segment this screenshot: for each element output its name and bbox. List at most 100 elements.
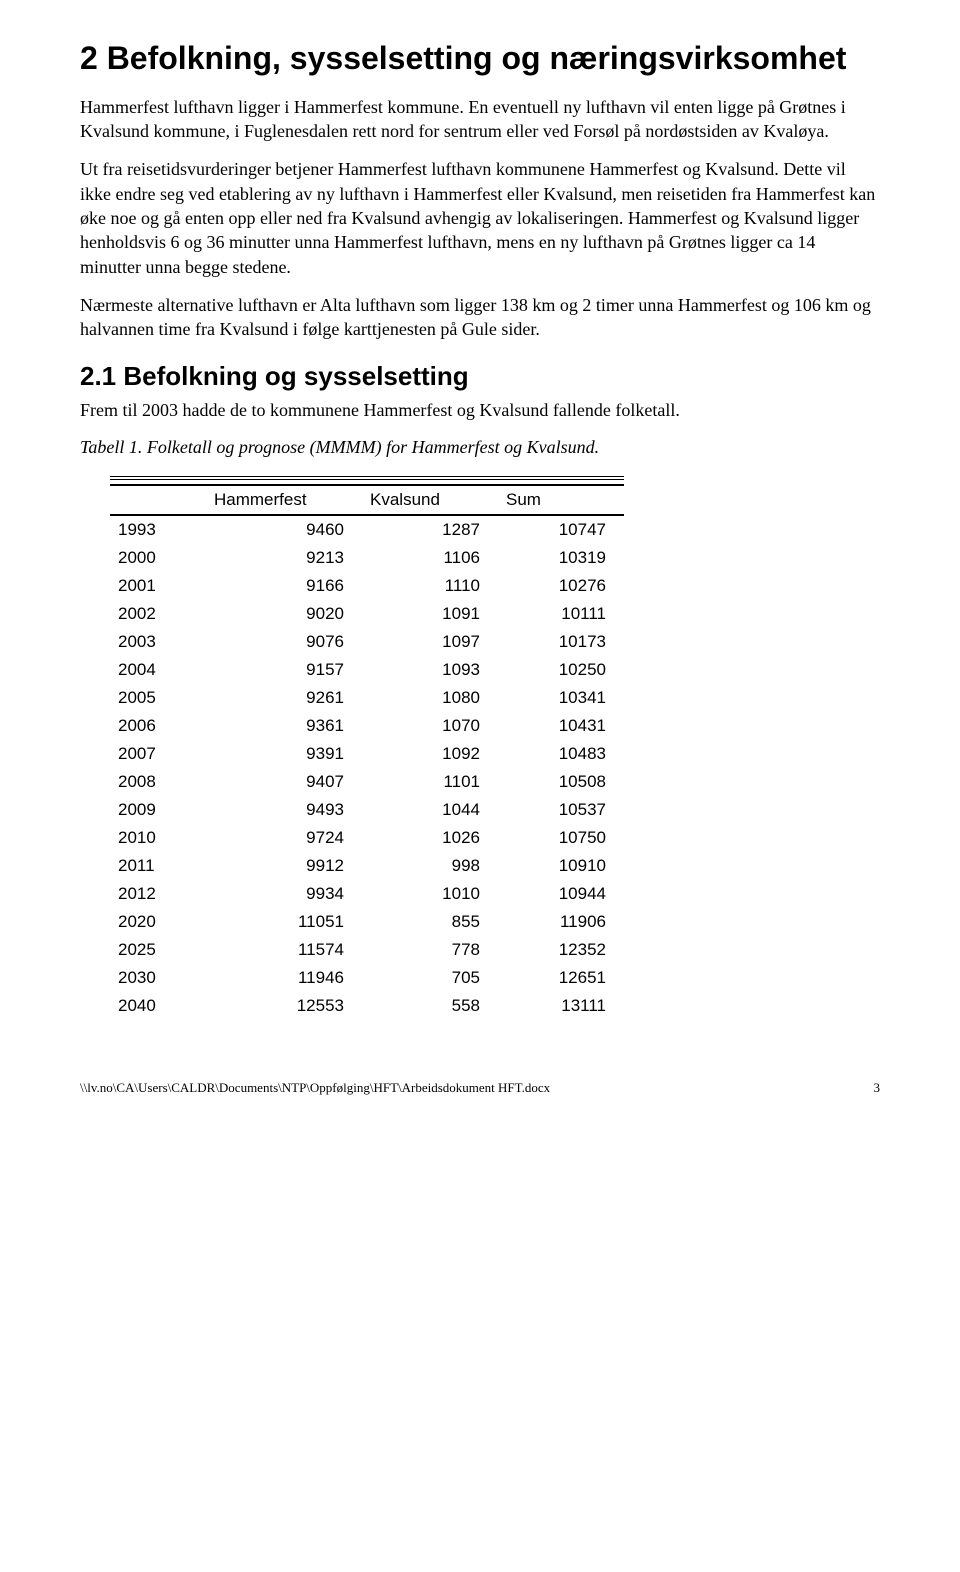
table-cell: 2004 <box>110 656 206 684</box>
table-cell: 10431 <box>498 712 624 740</box>
table-cell: 2007 <box>110 740 206 768</box>
table-cell: 9261 <box>206 684 362 712</box>
paragraph-3: Nærmeste alternative lufthavn er Alta lu… <box>80 293 880 342</box>
table-cell: 9407 <box>206 768 362 796</box>
table-cell: 10173 <box>498 628 624 656</box>
paragraph-2: Ut fra reisetidsvurderinger betjener Ham… <box>80 157 880 278</box>
table-cell: 2005 <box>110 684 206 712</box>
paragraph-1: Hammerfest lufthavn ligger i Hammerfest … <box>80 95 880 144</box>
page-footer: \\lv.no\CA\Users\CALDR\Documents\NTP\Opp… <box>80 1080 880 1096</box>
table-row: 20019166111010276 <box>110 572 624 600</box>
table-cell: 1993 <box>110 515 206 544</box>
table-cell: 998 <box>362 852 498 880</box>
table-cell: 9460 <box>206 515 362 544</box>
table-header-kvalsund: Kvalsund <box>362 485 498 515</box>
table-cell: 11574 <box>206 936 362 964</box>
table-cell: 1097 <box>362 628 498 656</box>
table-cell: 558 <box>362 992 498 1020</box>
table-cell: 2001 <box>110 572 206 600</box>
table-cell: 12651 <box>498 964 624 992</box>
table-cell: 2040 <box>110 992 206 1020</box>
table-cell: 10508 <box>498 768 624 796</box>
table-cell: 10341 <box>498 684 624 712</box>
table-row: 20069361107010431 <box>110 712 624 740</box>
table-cell: 2012 <box>110 880 206 908</box>
population-table: Hammerfest Kvalsund Sum 1993946012871074… <box>110 476 624 1020</box>
table-cell: 9934 <box>206 880 362 908</box>
table-cell: 1287 <box>362 515 498 544</box>
table-row: 20301194670512651 <box>110 964 624 992</box>
table-cell: 1101 <box>362 768 498 796</box>
table-cell: 9724 <box>206 824 362 852</box>
table-cell: 1106 <box>362 544 498 572</box>
table-row: 20049157109310250 <box>110 656 624 684</box>
table-cell: 9493 <box>206 796 362 824</box>
table-header-sum: Sum <box>498 485 624 515</box>
table-header-row: Hammerfest Kvalsund Sum <box>110 485 624 515</box>
table-cell: 705 <box>362 964 498 992</box>
table-cell: 10111 <box>498 600 624 628</box>
table-cell: 2030 <box>110 964 206 992</box>
table-cell: 1044 <box>362 796 498 824</box>
table-cell: 11946 <box>206 964 362 992</box>
table-cell: 9157 <box>206 656 362 684</box>
paragraph-4: Frem til 2003 hadde de to kommunene Hamm… <box>80 398 880 422</box>
table-cell: 10537 <box>498 796 624 824</box>
table-row: 20201105185511906 <box>110 908 624 936</box>
table-cell: 10319 <box>498 544 624 572</box>
table-cell: 9166 <box>206 572 362 600</box>
table-cell: 1070 <box>362 712 498 740</box>
table-cell: 9361 <box>206 712 362 740</box>
table-row: 20099493104410537 <box>110 796 624 824</box>
table-cell: 13111 <box>498 992 624 1020</box>
table-cell: 2010 <box>110 824 206 852</box>
table-cell: 2009 <box>110 796 206 824</box>
table-cell: 1026 <box>362 824 498 852</box>
table-cell: 1110 <box>362 572 498 600</box>
table-cell: 9391 <box>206 740 362 768</box>
table-cell: 10910 <box>498 852 624 880</box>
table-row: 20079391109210483 <box>110 740 624 768</box>
table-row: 20401255355813111 <box>110 992 624 1020</box>
table-cell: 10944 <box>498 880 624 908</box>
table-cell: 1091 <box>362 600 498 628</box>
table-row: 20059261108010341 <box>110 684 624 712</box>
table-cell: 778 <box>362 936 498 964</box>
footer-page-number: 3 <box>874 1080 881 1096</box>
table-cell: 2002 <box>110 600 206 628</box>
table-row: 19939460128710747 <box>110 515 624 544</box>
table-header-year <box>110 485 206 515</box>
table-cell: 10750 <box>498 824 624 852</box>
footer-path: \\lv.no\CA\Users\CALDR\Documents\NTP\Opp… <box>80 1080 550 1096</box>
table-cell: 2020 <box>110 908 206 936</box>
table-cell: 9213 <box>206 544 362 572</box>
table-cell: 1092 <box>362 740 498 768</box>
section-heading: 2 Befolkning, sysselsetting og næringsvi… <box>80 40 880 77</box>
table-cell: 1010 <box>362 880 498 908</box>
table-cell: 1080 <box>362 684 498 712</box>
table-cell: 855 <box>362 908 498 936</box>
table-row: 20029020109110111 <box>110 600 624 628</box>
table-caption: Tabell 1. Folketall og prognose (MMMM) f… <box>80 437 880 458</box>
table-row: 20251157477812352 <box>110 936 624 964</box>
table-cell: 11906 <box>498 908 624 936</box>
table-cell: 2025 <box>110 936 206 964</box>
table-cell: 2003 <box>110 628 206 656</box>
table-cell: 2008 <box>110 768 206 796</box>
table-cell: 12553 <box>206 992 362 1020</box>
document-page: 2 Befolkning, sysselsetting og næringsvi… <box>0 0 960 1126</box>
table-cell: 11051 <box>206 908 362 936</box>
table-cell: 10747 <box>498 515 624 544</box>
subsection-heading: 2.1 Befolkning og sysselsetting <box>80 361 880 392</box>
table-cell: 2011 <box>110 852 206 880</box>
table-cell: 9912 <box>206 852 362 880</box>
table-cell: 10483 <box>498 740 624 768</box>
table-cell: 9020 <box>206 600 362 628</box>
table-cell: 2000 <box>110 544 206 572</box>
table-row: 20039076109710173 <box>110 628 624 656</box>
table-cell: 12352 <box>498 936 624 964</box>
table-cell: 10250 <box>498 656 624 684</box>
table-row: 20129934101010944 <box>110 880 624 908</box>
table-header-hammerfest: Hammerfest <box>206 485 362 515</box>
table-cell: 1093 <box>362 656 498 684</box>
